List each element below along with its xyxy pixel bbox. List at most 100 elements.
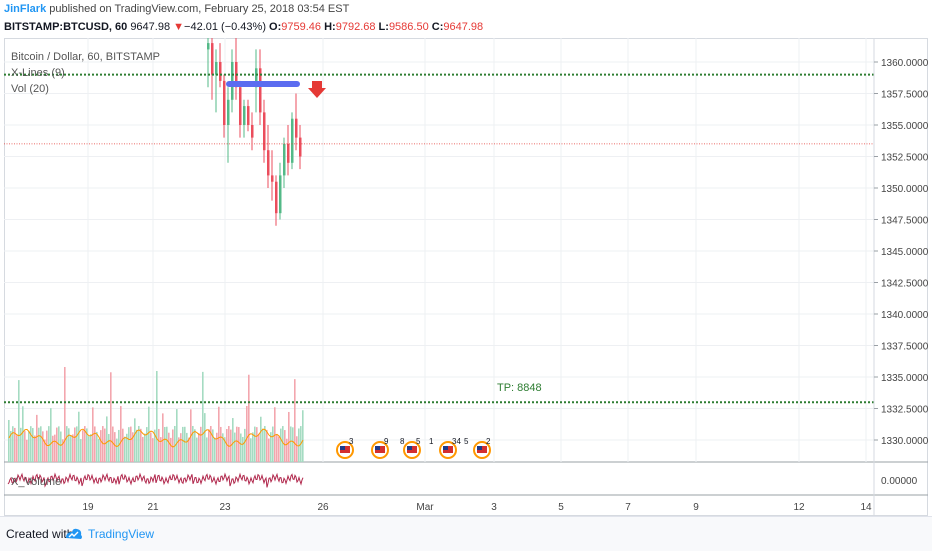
- created-with-text: Created with: [6, 527, 74, 541]
- volume-bar: [194, 429, 196, 462]
- volume-bar: [176, 409, 178, 462]
- publish-line: JinFlark published on TradingView.com, F…: [4, 3, 349, 15]
- tradingview-brand[interactable]: TradingView: [88, 527, 155, 541]
- candle-body: [211, 43, 214, 75]
- candle-body: [291, 118, 294, 163]
- legend-xlines: X-Lines (9): [11, 67, 65, 79]
- price-tick-label: 1345.00000: [881, 247, 928, 258]
- volume-bar: [60, 431, 62, 462]
- volume-bar: [28, 430, 30, 462]
- volume-bar: [14, 427, 16, 462]
- price-tick-label: 1335.00000: [881, 373, 928, 384]
- horizontal-lines: [4, 73, 874, 404]
- volume-bar: [34, 435, 36, 462]
- us-flag-event-icon: [336, 441, 354, 459]
- us-flag-event-icon: [403, 441, 421, 459]
- volume-bar: [242, 436, 244, 462]
- time-tick-label: 7: [625, 502, 631, 513]
- close-value: 9647.98: [443, 21, 484, 33]
- event-count-label: 5: [464, 437, 469, 446]
- volume-bar: [220, 426, 222, 462]
- author-link[interactable]: JinFlark: [4, 3, 47, 15]
- volume-bar: [108, 434, 110, 462]
- candle-body: [215, 62, 218, 75]
- volume-bar: [296, 436, 298, 462]
- candle-body: [227, 99, 230, 125]
- price-tick-label: 1342.50000: [881, 279, 928, 290]
- volume-bar: [206, 437, 208, 462]
- candle-body: [259, 68, 262, 113]
- volume-bar: [132, 432, 134, 462]
- candle-body: [275, 181, 278, 214]
- volume-bar: [38, 427, 40, 462]
- volume-bar: [248, 374, 250, 462]
- us-flag-event-icon: [371, 441, 389, 459]
- volume-bar: [238, 427, 240, 462]
- volume-bar: [106, 416, 108, 462]
- legend-vol: Vol (20): [11, 83, 49, 95]
- volume-bar: [46, 430, 48, 462]
- volume-bar: [52, 435, 54, 462]
- volume-bar: [278, 436, 280, 462]
- volume-bar: [24, 431, 26, 462]
- volume-bar: [200, 426, 202, 462]
- price-tick-label: 1347.50000: [881, 216, 928, 227]
- volume-bar: [290, 426, 292, 462]
- volume-bar: [216, 432, 218, 462]
- candle-body: [287, 143, 290, 163]
- volume-bar: [180, 433, 182, 462]
- candle-body: [219, 62, 222, 81]
- legend-title: Bitcoin / Dollar, 60, BITSTAMP: [11, 51, 160, 63]
- candle-body: [299, 137, 302, 157]
- volume-bar: [260, 416, 262, 462]
- volume-bar: [110, 372, 112, 462]
- price-tick-label: 1330.00000: [881, 436, 928, 447]
- volume-bar: [148, 406, 150, 462]
- volume-bar: [142, 436, 144, 462]
- published-text: published on TradingView.com, February 2…: [49, 3, 350, 15]
- event-count-label: 1: [429, 437, 434, 446]
- event-count-label: 3: [349, 437, 354, 446]
- volume-bar: [26, 439, 28, 462]
- volume-bar: [74, 427, 76, 462]
- volume-bar: [76, 426, 78, 462]
- volume-bar: [94, 426, 96, 462]
- time-tick-label: 9: [693, 502, 699, 513]
- volume-bar: [266, 429, 268, 462]
- volume-bar: [32, 428, 34, 462]
- candle-body: [267, 150, 270, 176]
- price-tick-label: 1337.50000: [881, 342, 928, 353]
- volume-bar: [208, 429, 210, 462]
- volume-bar: [218, 406, 220, 462]
- volume-bar: [62, 439, 64, 462]
- candle-body: [255, 68, 258, 88]
- volume-ma-line: [8, 428, 304, 448]
- time-tick-label: 23: [219, 502, 231, 513]
- volume-bar: [30, 426, 32, 462]
- volume-bar: [8, 420, 10, 462]
- tradingview-logo-icon[interactable]: [64, 526, 84, 542]
- close-label: C:: [431, 21, 444, 33]
- volume-bar: [210, 426, 212, 462]
- volume-bar: [302, 410, 304, 462]
- volume-bar: [126, 433, 128, 462]
- volume-bar: [172, 429, 174, 462]
- volume-bar: [114, 432, 116, 462]
- volume-bar: [292, 427, 294, 462]
- volume-bar: [202, 371, 204, 462]
- volume-bar: [192, 426, 194, 462]
- time-tick-label: 14: [860, 502, 872, 513]
- volume-bar: [168, 432, 170, 462]
- volume-bar: [254, 426, 256, 462]
- price-tick-label: 1352.50000: [881, 153, 928, 164]
- time-tick-label: 19: [82, 502, 94, 513]
- volume-bar: [234, 432, 236, 462]
- volume-bar: [228, 426, 230, 462]
- price-tick-label: 1350.00000: [881, 184, 928, 195]
- volume-bar: [276, 433, 278, 462]
- price-tick-label: 1355.00000: [881, 121, 928, 132]
- flag-canton: [407, 446, 412, 450]
- time-tick-label: Mar: [416, 502, 434, 513]
